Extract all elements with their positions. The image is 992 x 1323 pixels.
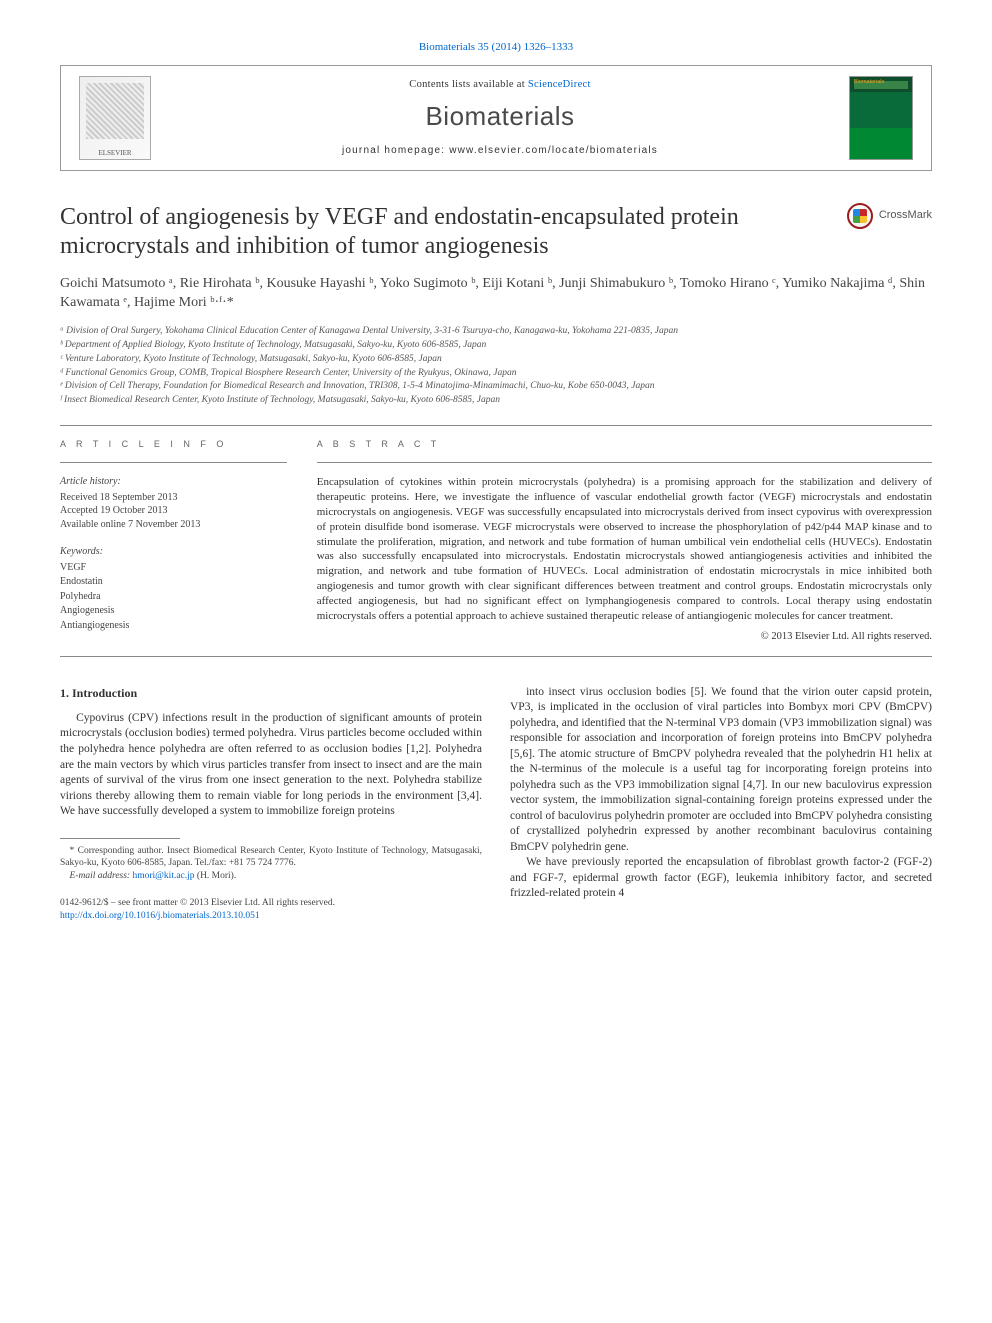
email-link[interactable]: hmori@kit.ac.jp (132, 871, 194, 881)
affiliation: ᵈ Functional Genomics Group, COMB, Tropi… (60, 367, 932, 380)
doi-block: 0142-9612/$ – see front matter © 2013 El… (60, 897, 482, 923)
body-left-column: 1. Introduction Cypovirus (CPV) infectio… (60, 685, 482, 923)
abstract-text: Encapsulation of cytokines within protei… (317, 475, 932, 623)
article-info-column: A R T I C L E I N F O Article history: R… (60, 438, 287, 644)
keyword: Polyhedra (60, 590, 287, 604)
intro-paragraph: Cypovirus (CPV) infections result in the… (60, 711, 482, 820)
header-center: Contents lists available at ScienceDirec… (151, 78, 849, 157)
contents-label: Contents lists available at (409, 79, 528, 90)
email-label: E-mail address: (70, 871, 133, 881)
journal-homepage: journal homepage: www.elsevier.com/locat… (171, 144, 829, 158)
footnotes: * Corresponding author. Insect Biomedica… (60, 845, 482, 883)
email-line: E-mail address: hmori@kit.ac.jp (H. Mori… (60, 870, 482, 883)
front-matter-line: 0142-9612/$ – see front matter © 2013 El… (60, 897, 482, 910)
divider (317, 462, 932, 463)
intro-heading: 1. Introduction (60, 685, 482, 701)
crossmark-label: CrossMark (879, 208, 932, 223)
journal-header: ELSEVIER Contents lists available at Sci… (60, 65, 932, 171)
intro-paragraph: into insect virus occlusion bodies [5]. … (510, 685, 932, 856)
sciencedirect-link[interactable]: ScienceDirect (528, 79, 591, 90)
affiliation: ᶠ Insect Biomedical Research Center, Kyo… (60, 394, 932, 407)
homepage-url[interactable]: www.elsevier.com/locate/biomaterials (449, 145, 658, 156)
body-right-column: into insect virus occlusion bodies [5]. … (510, 685, 932, 923)
citation-line: Biomaterials 35 (2014) 1326–1333 (60, 40, 932, 55)
contents-available-line: Contents lists available at ScienceDirec… (171, 78, 829, 92)
footnote-divider (60, 838, 180, 839)
keyword: Endostatin (60, 575, 287, 589)
keyword: VEGF (60, 561, 287, 575)
email-who: (H. Mori). (195, 871, 237, 881)
keyword: Antiangiogenesis (60, 619, 287, 633)
divider (60, 425, 932, 426)
keyword: Angiogenesis (60, 604, 287, 618)
intro-paragraph: We have previously reported the encapsul… (510, 855, 932, 902)
abstract-column: A B S T R A C T Encapsulation of cytokin… (317, 438, 932, 644)
history-online: Available online 7 November 2013 (60, 518, 287, 532)
affiliations: ᵃ Division of Oral Surgery, Yokohama Cli… (60, 325, 932, 407)
doi-link[interactable]: http://dx.doi.org/10.1016/j.biomaterials… (60, 911, 260, 921)
article-history-label: Article history: (60, 475, 287, 489)
journal-name: Biomaterials (171, 99, 829, 134)
crossmark-icon (847, 203, 873, 229)
keywords-label: Keywords: (60, 545, 287, 559)
article-title: Control of angiogenesis by VEGF and endo… (60, 203, 827, 262)
divider (60, 462, 287, 463)
affiliation: ᵃ Division of Oral Surgery, Yokohama Cli… (60, 325, 932, 338)
affiliation: ᵇ Department of Applied Biology, Kyoto I… (60, 339, 932, 352)
homepage-label: journal homepage: (342, 145, 449, 156)
abstract-heading: A B S T R A C T (317, 438, 932, 450)
affiliation: ᵉ Division of Cell Therapy, Foundation f… (60, 380, 932, 393)
history-accepted: Accepted 19 October 2013 (60, 504, 287, 518)
publisher-logo: ELSEVIER (79, 76, 151, 160)
article-info-heading: A R T I C L E I N F O (60, 438, 287, 450)
history-received: Received 18 September 2013 (60, 491, 287, 505)
corresponding-author-note: * Corresponding author. Insect Biomedica… (60, 845, 482, 871)
authors-line: Goichi Matsumoto ᵃ, Rie Hirohata ᵇ, Kous… (60, 275, 932, 313)
divider (60, 656, 932, 657)
crossmark-badge[interactable]: CrossMark (847, 203, 932, 229)
journal-cover-thumb (849, 76, 913, 160)
intro-p1-text: Cypovirus (CPV) infections result in the… (60, 712, 482, 817)
publisher-name: ELSEVIER (98, 149, 131, 158)
citation-link[interactable]: Biomaterials 35 (2014) 1326–1333 (419, 41, 573, 53)
abstract-copyright: © 2013 Elsevier Ltd. All rights reserved… (317, 630, 932, 644)
affiliation: ᶜ Venture Laboratory, Kyoto Institute of… (60, 353, 932, 366)
